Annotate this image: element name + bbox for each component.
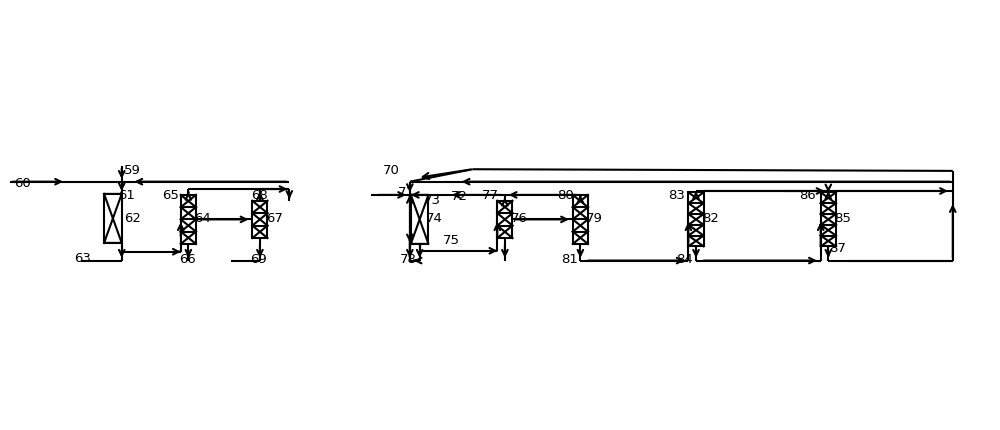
Text: 62: 62 xyxy=(124,212,141,225)
Bar xyxy=(573,196,588,244)
Text: 79: 79 xyxy=(586,212,603,225)
Bar xyxy=(181,196,196,244)
Text: 73: 73 xyxy=(424,194,441,206)
Text: 64: 64 xyxy=(194,212,211,225)
Text: 77: 77 xyxy=(482,188,499,201)
Bar xyxy=(411,196,428,244)
Text: 85: 85 xyxy=(834,212,851,225)
Bar xyxy=(497,201,512,239)
Text: 60: 60 xyxy=(14,177,31,190)
Text: 65: 65 xyxy=(162,188,179,201)
Text: 72: 72 xyxy=(451,190,468,203)
Text: 69: 69 xyxy=(250,252,267,265)
Text: 68: 68 xyxy=(251,188,268,201)
Bar xyxy=(688,193,704,247)
Text: 74: 74 xyxy=(426,212,442,225)
Text: 66: 66 xyxy=(180,252,196,265)
Text: 63: 63 xyxy=(74,251,91,264)
Text: 70: 70 xyxy=(382,164,399,177)
Text: 76: 76 xyxy=(511,212,528,225)
Text: 59: 59 xyxy=(124,164,141,177)
Bar xyxy=(252,201,267,239)
Text: 61: 61 xyxy=(118,188,135,201)
Text: 84: 84 xyxy=(676,252,693,265)
Text: 82: 82 xyxy=(702,212,719,225)
Text: 83: 83 xyxy=(669,188,685,201)
Text: 86: 86 xyxy=(799,188,816,201)
Text: 75: 75 xyxy=(443,233,460,246)
Bar xyxy=(104,194,122,243)
Text: 78: 78 xyxy=(400,252,417,265)
Text: 87: 87 xyxy=(829,241,846,254)
Text: 80: 80 xyxy=(557,188,574,201)
Bar xyxy=(821,193,836,247)
Text: 81: 81 xyxy=(561,252,578,265)
Text: 67: 67 xyxy=(266,212,283,225)
Text: 71: 71 xyxy=(398,185,415,199)
